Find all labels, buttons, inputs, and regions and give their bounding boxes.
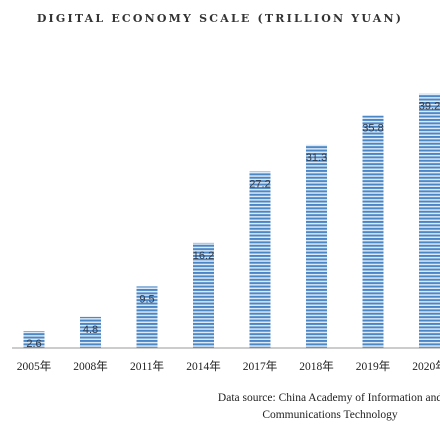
x-tick-label: 2019年: [356, 359, 391, 373]
value-labels-group: 2.6 4.8 9.5 16.2 27.2 31.3 35.8 39.2: [26, 101, 440, 350]
bar-value-label: 31.3: [306, 152, 327, 164]
bar-value-label: 2.6: [26, 338, 41, 350]
source-line-2: Communications Technology: [262, 409, 398, 421]
bar: [193, 242, 214, 348]
bar-value-label: 9.5: [139, 293, 154, 305]
bar: [362, 115, 384, 348]
bar: [80, 316, 101, 348]
bar: [306, 144, 327, 348]
bar: [419, 93, 440, 348]
bars-group: [23, 93, 440, 348]
x-tick-label: 2017年: [243, 359, 278, 373]
source-line-1: Data source: China Academy of Informatio…: [217, 392, 440, 404]
x-tick-label: 2005年: [17, 359, 52, 373]
bar-value-label: 39.2: [419, 101, 440, 113]
x-tick-label: 2011年: [130, 359, 164, 373]
x-tick-label: 2020年: [412, 359, 440, 373]
bar-value-label: 27.2: [249, 179, 270, 191]
chart-title: DIGITAL ECONOMY SCALE (TRILLION YUAN): [36, 12, 404, 25]
x-tick-label: 2018年: [299, 359, 334, 373]
x-tick-label: 2008年: [73, 359, 108, 373]
bar-value-label: 4.8: [83, 324, 98, 336]
bar: [136, 286, 158, 348]
source-note: Data source: China Academy of Informatio…: [200, 390, 440, 424]
x-tick-label: 2014年: [186, 359, 221, 373]
bar: [23, 331, 45, 348]
bar: [249, 171, 271, 348]
bar-value-label: 35.8: [362, 123, 383, 135]
x-tick-labels-group: 2005年 2008年 2011年 2014年 2017年 2018年 2019年 2020年: [17, 359, 440, 373]
bar-value-label: 16.2: [193, 250, 214, 262]
